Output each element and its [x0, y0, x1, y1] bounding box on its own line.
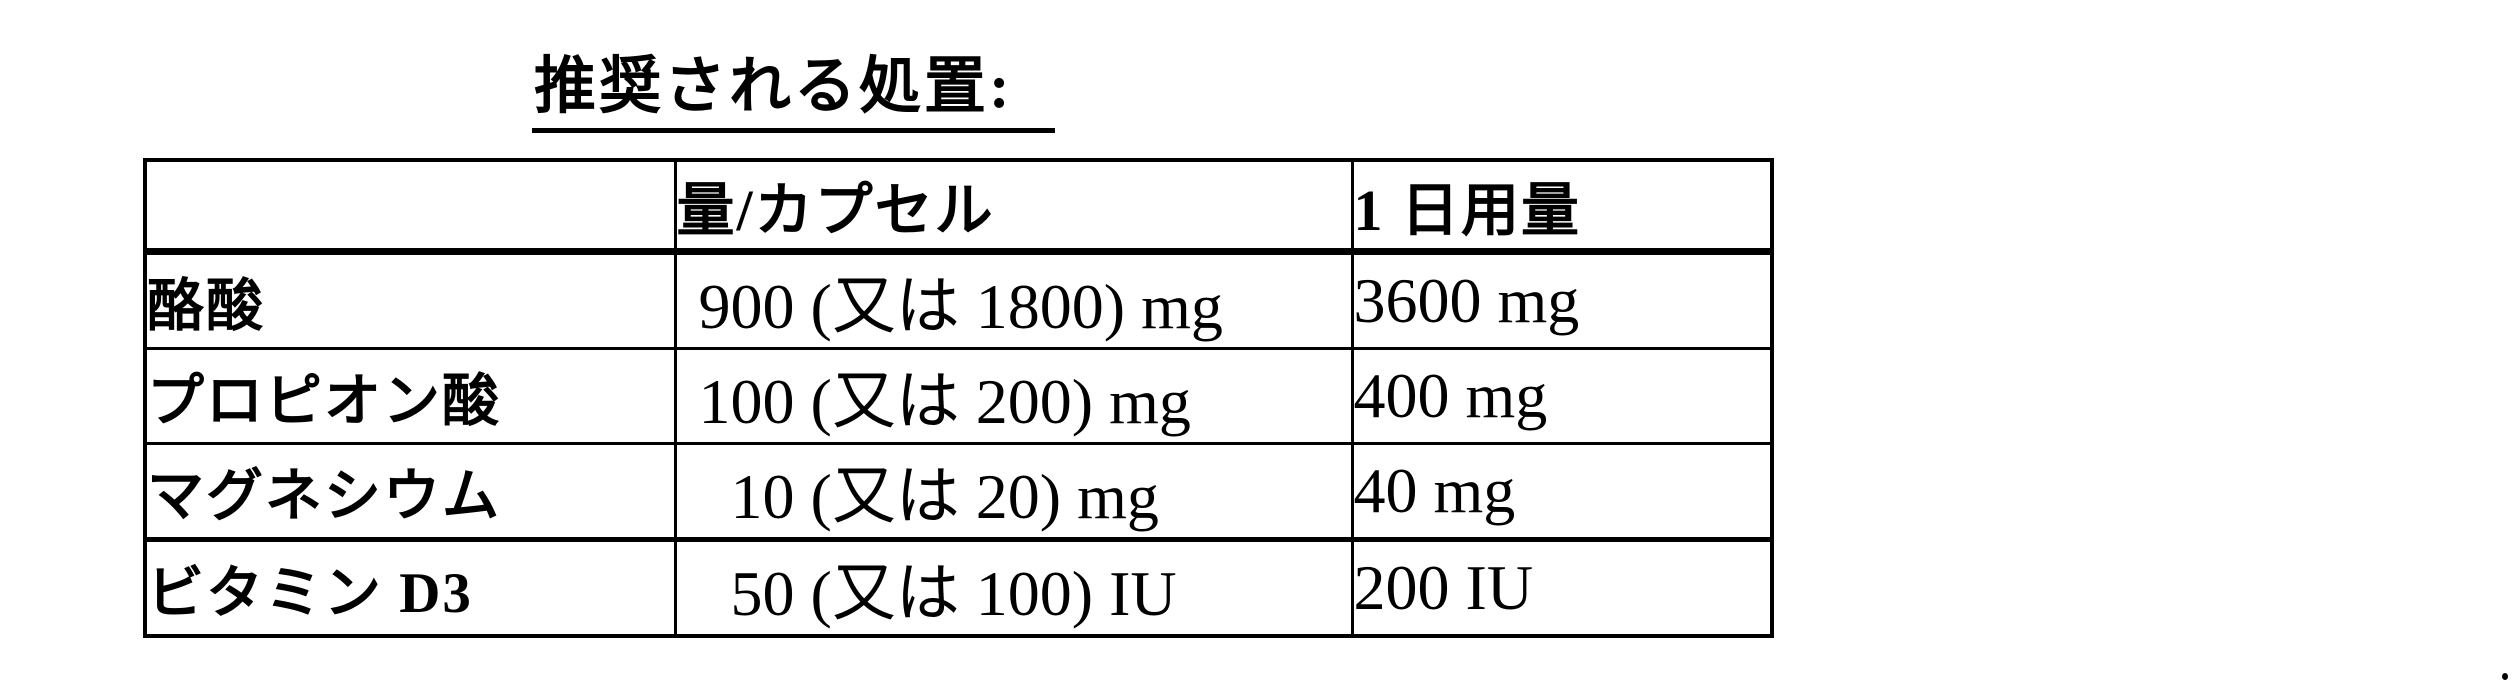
amount-rest: (又は 20) mg [810, 461, 1159, 532]
amount-rest: (又は 100) IU [810, 558, 1177, 629]
amount-per-capsule-cell: 900 (又は 1800) mg [673, 250, 1354, 350]
amount-number: 50 [730, 558, 795, 629]
daily-dose-cell: 40 mg [1350, 442, 1774, 541]
scan-artifact-dot [2502, 673, 2508, 680]
amount-number: 900 [698, 271, 795, 342]
daily-dose-cell: 200 IU [1350, 537, 1774, 638]
dosage-table: 量/カプセル 1 日用量 酪酸 900 (又は 1800) mg 3600 mg… [143, 158, 1774, 638]
amount-rest: (又は 200) mg [810, 366, 1191, 437]
table-header-row: 量/カプセル 1 日用量 [143, 158, 1774, 255]
table-row: マグネシウム 10 (又は 20) mg 40 mg [143, 442, 1774, 541]
row-name-cell: マグネシウム [143, 442, 677, 541]
row-name-cell: 酪酸 [143, 250, 677, 350]
row-name-cell: プロピオン酸 [143, 347, 677, 445]
amount-per-capsule-cell: 50 (又は 100) IU [673, 537, 1354, 638]
table-row: 酪酸 900 (又は 1800) mg 3600 mg [143, 250, 1774, 350]
table-row: ビタミン D3 50 (又は 100) IU 200 IU [143, 537, 1774, 638]
header-cell-empty [143, 158, 677, 255]
header-cell-amount-per-capsule: 量/カプセル [673, 158, 1354, 255]
table-row: プロピオン酸 100 (又は 200) mg 400 mg [143, 347, 1774, 445]
page-title: 推奨される処置: [532, 52, 1055, 133]
daily-dose-cell: 400 mg [1350, 347, 1774, 445]
amount-per-capsule-cell: 100 (又は 200) mg [673, 347, 1354, 445]
amount-rest: (又は 1800) mg [810, 271, 1223, 342]
amount-number: 10 [730, 461, 795, 532]
amount-number: 100 [698, 366, 795, 437]
header-cell-daily-dose: 1 日用量 [1350, 158, 1774, 255]
row-name-cell: ビタミン D3 [143, 537, 677, 638]
amount-per-capsule-cell: 10 (又は 20) mg [673, 442, 1354, 541]
daily-dose-cell: 3600 mg [1350, 250, 1774, 350]
